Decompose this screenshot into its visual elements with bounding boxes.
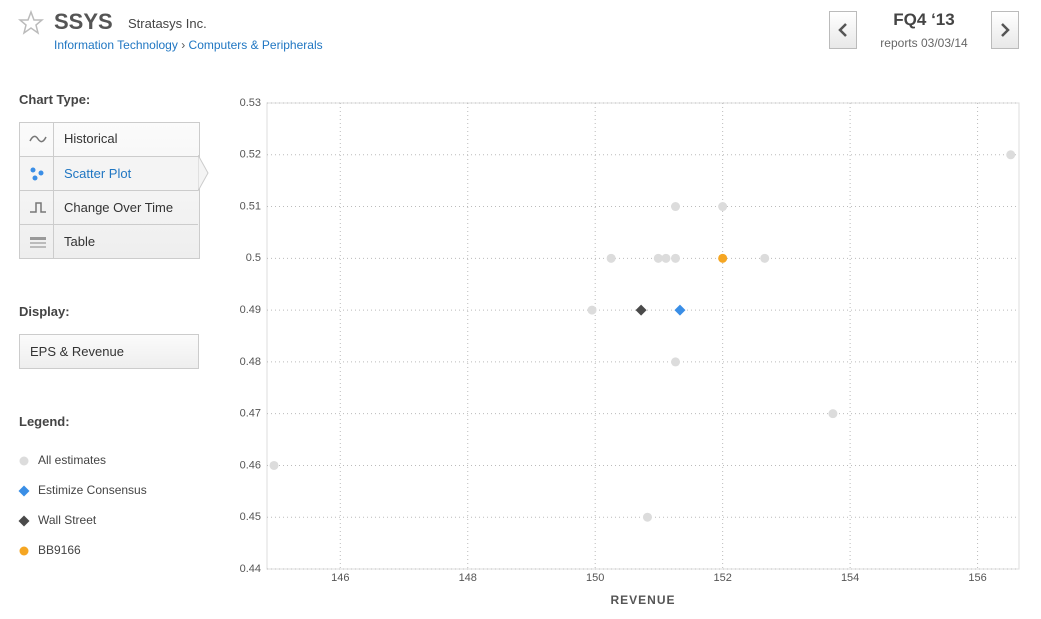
data-point <box>760 253 770 263</box>
legend-symbol <box>19 456 29 466</box>
separator: › <box>181 38 186 52</box>
x-tick-label: 152 <box>713 572 731 584</box>
chart-type-label: Chart Type: <box>19 92 91 107</box>
x-axis-label: REVENUE <box>610 593 675 607</box>
y-tick-label: 0.44 <box>240 563 261 575</box>
x-tick-label: 156 <box>968 572 986 584</box>
y-tick-label: 0.48 <box>240 356 261 368</box>
y-tick-label: 0.53 <box>240 97 261 109</box>
data-point <box>718 253 728 263</box>
menu-item[interactable]: Historical <box>20 122 198 156</box>
data-point <box>1006 150 1016 160</box>
y-tick-label: 0.51 <box>240 200 261 212</box>
data-point <box>587 305 597 315</box>
x-tick-label: 148 <box>459 572 477 584</box>
data-point <box>671 357 681 367</box>
data-point <box>671 202 681 212</box>
display-label: Display: <box>19 304 70 319</box>
legend-entry: All estimates <box>38 453 107 467</box>
legend-entry: Estimize Consensus <box>38 483 147 497</box>
legend-marker <box>18 515 30 527</box>
data-point <box>674 304 686 316</box>
industry-link[interactable]: Computers & Peripherals <box>188 38 323 52</box>
ticker: SSYS <box>54 9 113 34</box>
legend-marker <box>18 485 30 497</box>
display-value: EPS & Revenue <box>30 344 124 359</box>
legend-label: Legend: <box>19 414 70 429</box>
menu-item-label: Scatter Plot <box>64 166 132 181</box>
legend-marker <box>19 546 29 556</box>
data-point <box>642 512 652 522</box>
data-point <box>635 304 647 316</box>
breadcrumb: Information Technology › Computers & Per… <box>54 38 323 52</box>
active-arrow <box>198 155 209 191</box>
x-tick-label: 146 <box>331 572 349 584</box>
menu-item-active[interactable]: Scatter Plot <box>20 156 198 190</box>
y-tick-label: 0.47 <box>240 408 261 420</box>
y-tick-label: 0.5 <box>246 252 261 264</box>
menu-item-label: Historical <box>64 131 118 146</box>
menu-item-label: Change Over Time <box>64 200 174 215</box>
data-point <box>718 202 728 212</box>
y-tick-label: 0.52 <box>240 149 261 161</box>
menu-item[interactable]: Change Over Time <box>20 190 198 224</box>
data-point <box>606 253 616 263</box>
data-point <box>653 253 663 263</box>
chart-type-menu: Historical Scatter Plot Change Over Time… <box>19 122 200 259</box>
legend-marker <box>19 456 29 466</box>
legend-symbol <box>19 546 29 556</box>
favorite-star[interactable] <box>18 10 44 36</box>
data-point <box>269 460 279 470</box>
x-tick-label: 154 <box>841 572 859 584</box>
quarter: FQ4 ‘13 <box>893 10 955 29</box>
prev-button[interactable] <box>829 11 857 49</box>
y-tick-label: 0.49 <box>240 304 261 316</box>
legend-symbol <box>18 485 30 497</box>
legend-symbol <box>18 515 30 527</box>
sector-link[interactable]: Information Technology <box>54 38 178 52</box>
plot-frame <box>266 102 1020 570</box>
data-point <box>671 253 681 263</box>
legend-entry: Wall Street <box>38 513 97 527</box>
data-point <box>828 409 838 419</box>
next-button[interactable] <box>991 11 1019 49</box>
y-tick-label: 0.46 <box>240 459 261 471</box>
y-tick-label: 0.45 <box>240 511 261 523</box>
legend-entry: BB9166 <box>38 543 81 557</box>
company-name: Stratasys Inc. <box>128 16 207 31</box>
menu-item-label: Table <box>64 234 96 249</box>
data-point <box>661 253 671 263</box>
report-date: reports 03/03/14 <box>880 36 968 50</box>
menu-item[interactable]: Table <box>20 224 198 258</box>
x-tick-label: 150 <box>586 572 604 584</box>
display-select[interactable]: EPS & Revenue <box>19 334 199 369</box>
